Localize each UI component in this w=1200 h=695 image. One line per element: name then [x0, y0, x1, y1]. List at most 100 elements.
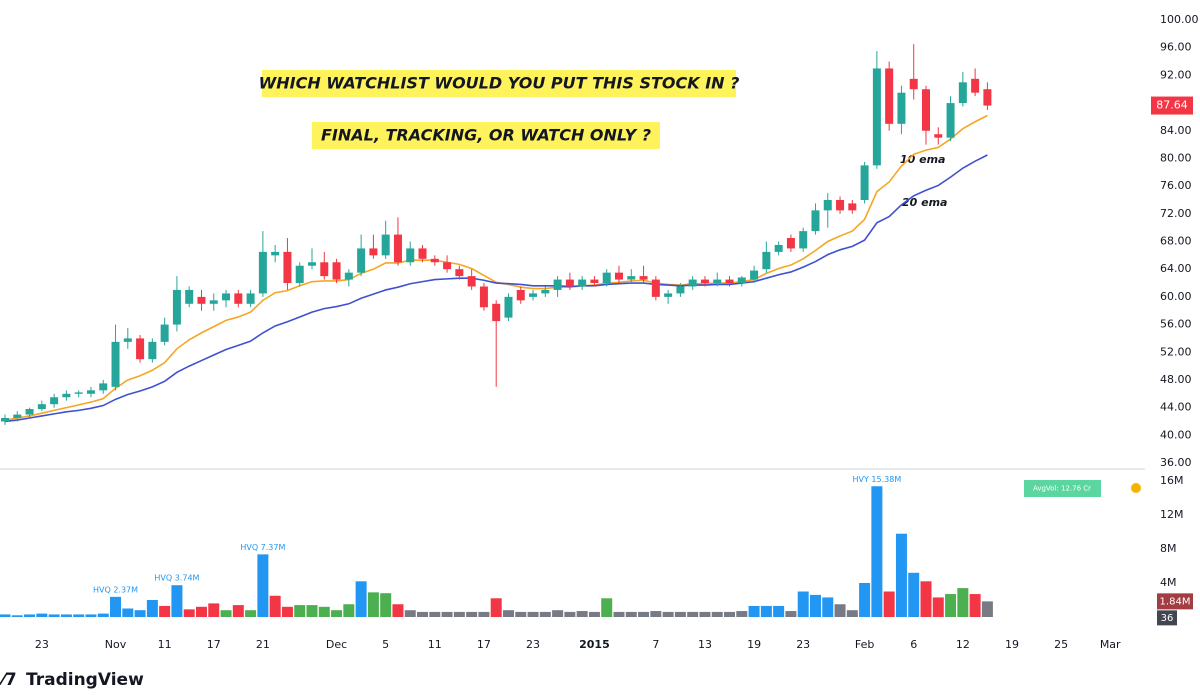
volume-bar [797, 591, 809, 617]
volume-bar [760, 605, 772, 617]
volume-bar [159, 605, 171, 617]
x-tick-label: 17 [207, 638, 221, 651]
y-tick-label: 8M [1160, 542, 1177, 555]
x-tick-label: 19 [747, 638, 761, 651]
y-tick-label: 52.00 [1160, 345, 1192, 358]
volume-bar [466, 611, 478, 617]
volume-bar [809, 594, 821, 617]
candle-body [344, 272, 353, 280]
y-tick-label: 16M [1160, 474, 1184, 487]
volume-bar [0, 614, 11, 617]
x-tick-label: 21 [256, 638, 270, 651]
volume-bar [945, 594, 957, 617]
volume-bar [552, 610, 564, 617]
candle-body [700, 279, 709, 284]
volume-bar [331, 610, 343, 617]
x-tick-label: 13 [698, 638, 712, 651]
candle-body [111, 341, 120, 387]
y-tick-label: 56.00 [1160, 318, 1192, 331]
y-tick-label: 72.00 [1160, 207, 1192, 220]
candle-body [74, 392, 83, 394]
status-icon [1131, 483, 1141, 493]
volume-bar [490, 598, 502, 617]
volume-tag-bg [1157, 593, 1193, 610]
x-tick-label: 23 [526, 638, 540, 651]
candle-body [946, 103, 955, 138]
x-tick-label: Nov [105, 638, 127, 651]
volume-bar [883, 591, 895, 617]
candle-body [836, 199, 845, 211]
candle-body [750, 270, 759, 280]
candle-body [197, 296, 206, 304]
candle-body [688, 279, 697, 287]
volume-bar [146, 600, 158, 617]
candle-body [479, 286, 488, 308]
volume-bar [859, 583, 871, 617]
volume-bar [564, 611, 576, 617]
y-tick-label: 100.00 [1160, 13, 1199, 26]
candle-body [430, 258, 439, 263]
candle-body [541, 289, 550, 294]
y-tick-label: 12M [1160, 508, 1184, 521]
candle-body [983, 89, 992, 106]
volume-bar [245, 610, 257, 617]
volume-bar [97, 613, 109, 617]
volume-bar [527, 611, 539, 617]
candle-body [1, 418, 9, 422]
candle-body [922, 89, 930, 131]
volume-bar [601, 598, 613, 617]
volume-bar [981, 601, 993, 617]
x-tick-label: 11 [428, 638, 442, 651]
candle-body [823, 199, 832, 211]
volume-bar [73, 614, 85, 617]
candle-body [934, 134, 943, 138]
volume-bar [846, 610, 858, 617]
volume-bar [404, 610, 416, 617]
volume-bar [380, 593, 392, 617]
candle-body [885, 68, 894, 124]
volume-bar [674, 611, 686, 617]
candle-body [357, 248, 366, 273]
volume-bar [957, 588, 969, 617]
volume-label: HVY 15.38M [853, 475, 902, 484]
volume-bar [60, 614, 72, 617]
volume-bar [11, 615, 23, 617]
volume-bar [195, 606, 207, 617]
candle-body [222, 293, 231, 301]
volume-bar [871, 486, 883, 617]
volume-bar [417, 611, 429, 617]
candle-body [295, 265, 304, 284]
volume-bar [515, 611, 527, 617]
x-tick-label: 6 [910, 638, 917, 651]
candle-body [516, 289, 525, 301]
x-tick-label: 5 [382, 638, 389, 651]
volume-bar [773, 605, 785, 617]
volume-bar [711, 611, 723, 617]
candle-body [160, 324, 169, 342]
candle-body [676, 286, 685, 294]
x-tick-label: 23 [796, 638, 810, 651]
brand-name: TradingView [26, 670, 144, 690]
candle-body [406, 248, 415, 263]
line-label: 20 ema [902, 196, 947, 209]
candle-body [762, 251, 771, 270]
y-tick-label: 36.00 [1160, 456, 1192, 469]
candle-body [467, 276, 476, 287]
volume-bar [122, 608, 134, 617]
candle-body [848, 203, 857, 211]
volume-bar [822, 597, 834, 617]
volume-bar [257, 554, 269, 617]
x-tick-label: 11 [158, 638, 172, 651]
candle-body [86, 390, 95, 394]
y-tick-label: 4M [1160, 576, 1177, 589]
volume-bar [441, 611, 453, 617]
candle-body [308, 262, 316, 266]
y-tick-label: 96.00 [1160, 41, 1192, 54]
volume-bar [367, 592, 379, 617]
x-tick-label: 23 [35, 638, 49, 651]
candle-body [971, 78, 980, 93]
candle-body [283, 251, 292, 284]
candle-body [529, 293, 538, 297]
x-tick-label: 7 [652, 638, 659, 651]
